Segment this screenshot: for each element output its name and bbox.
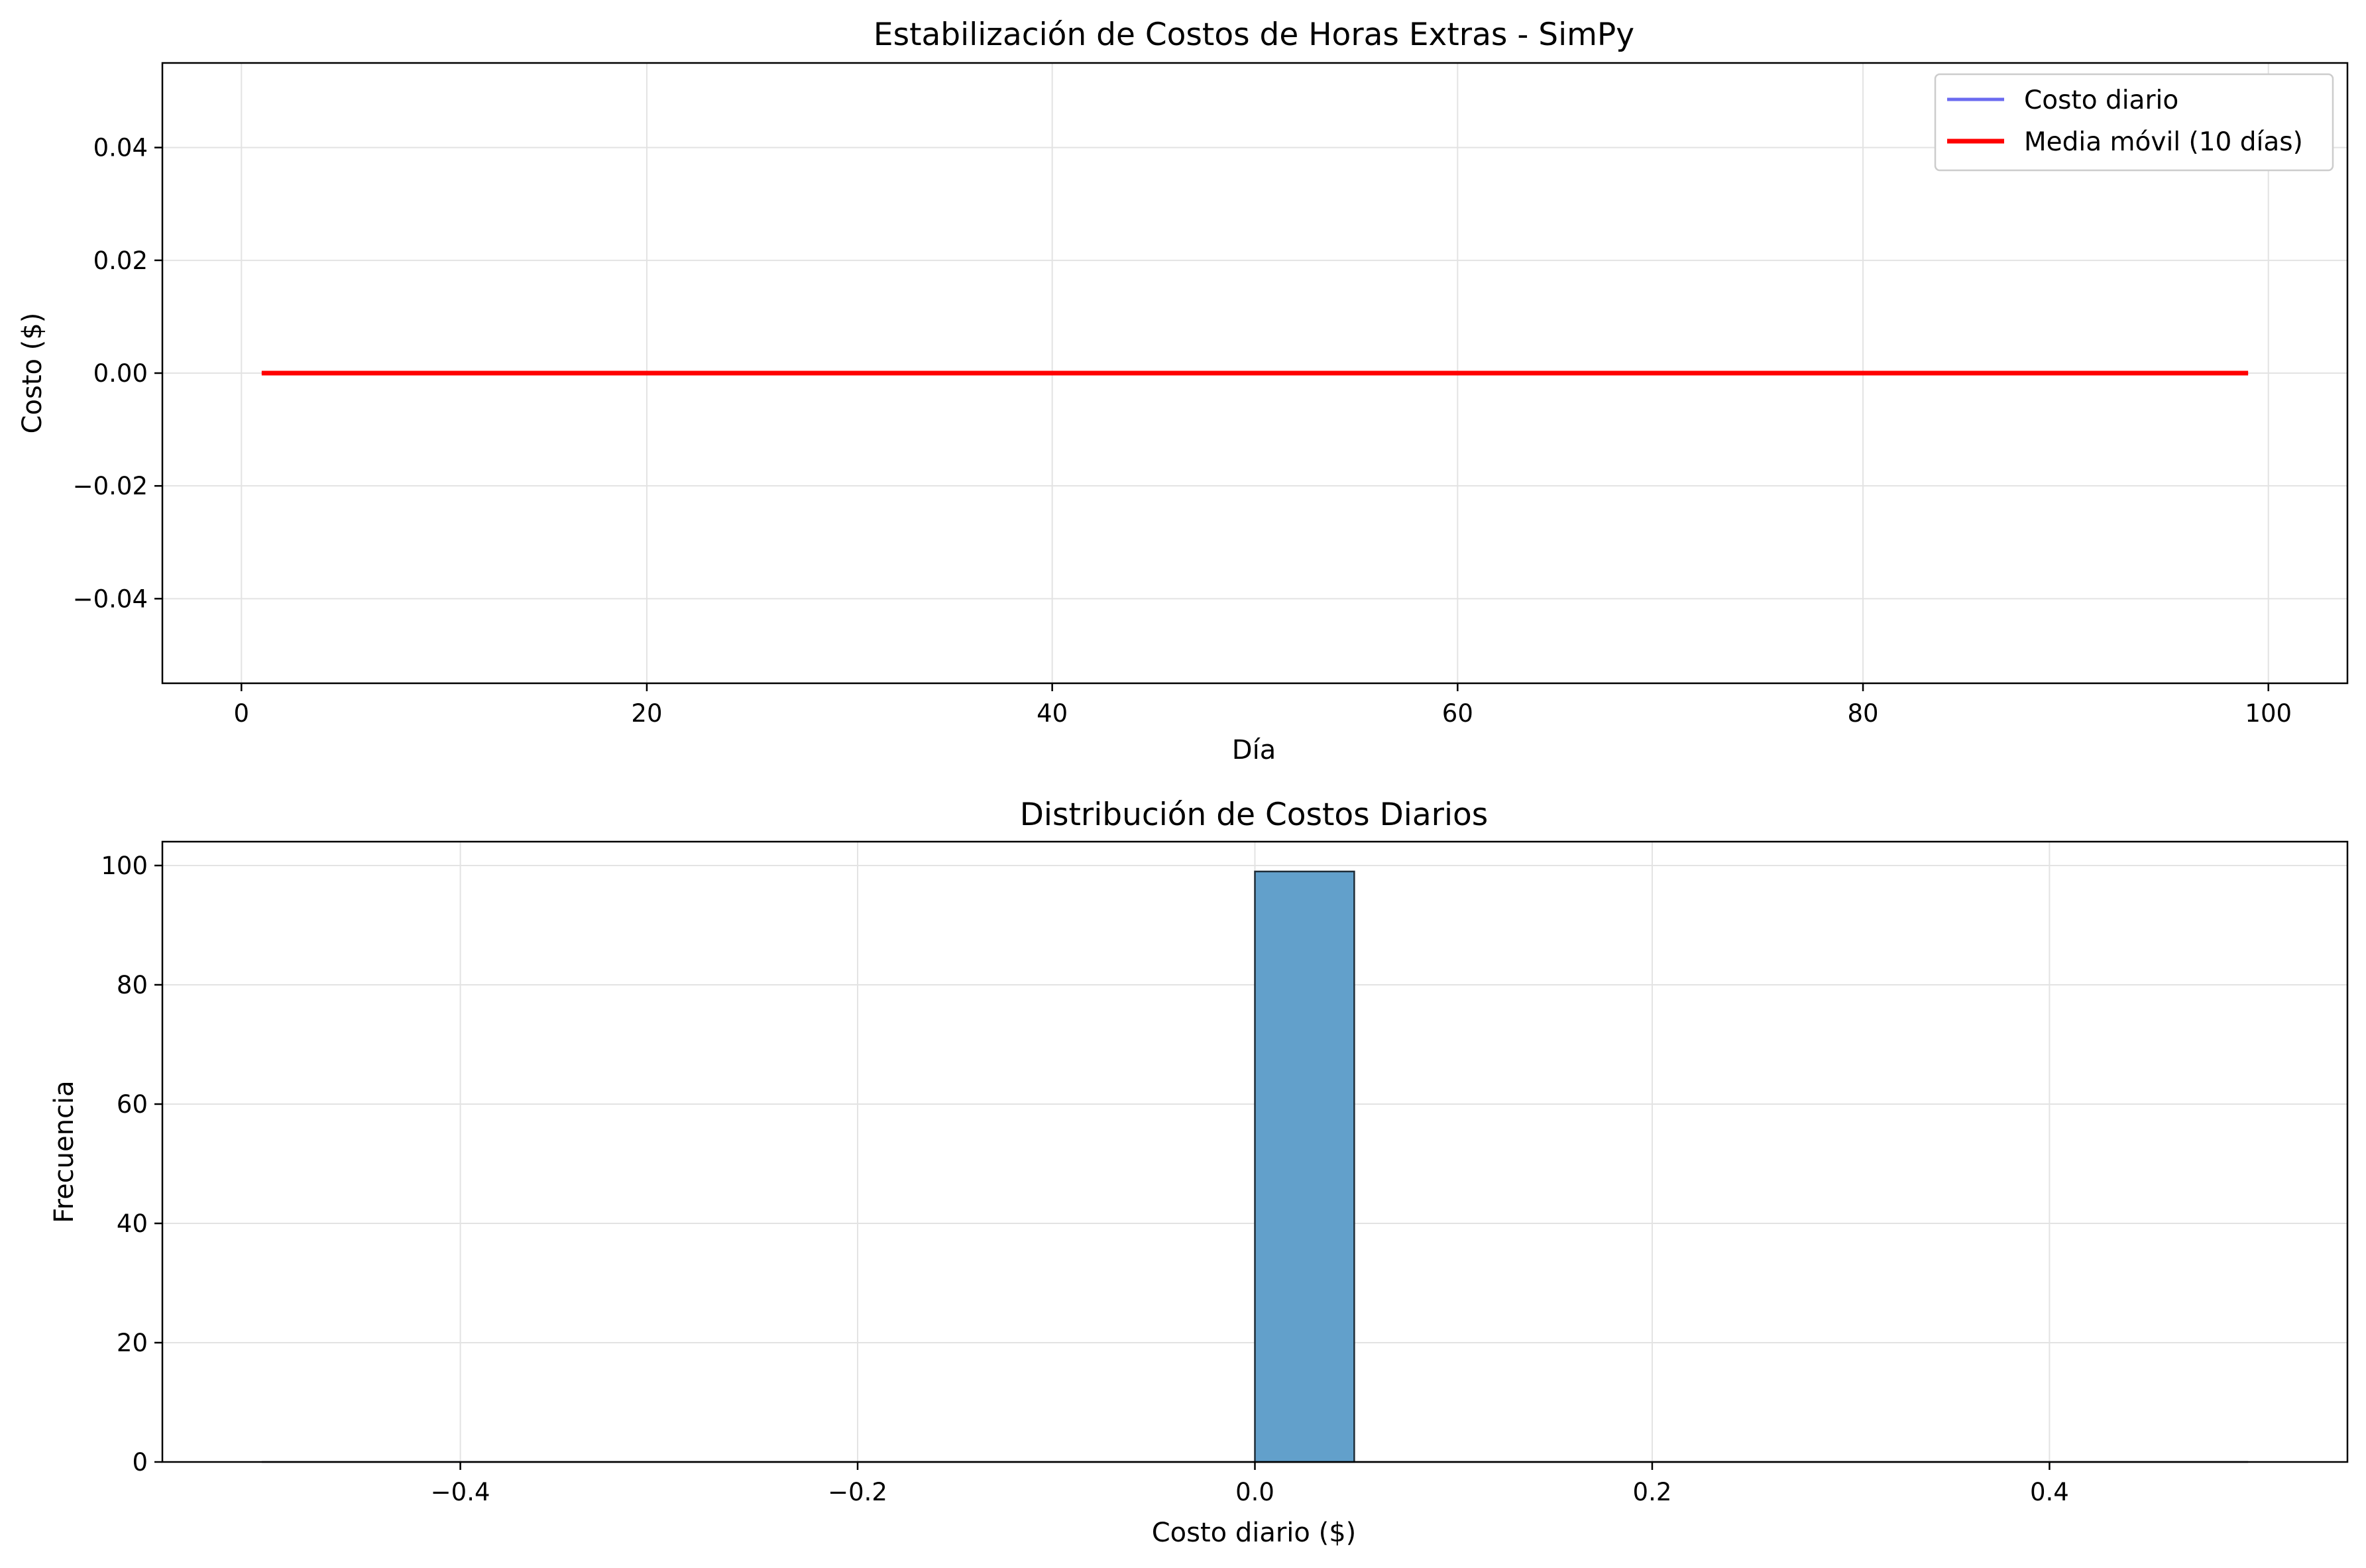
x-tick-label: 40 [1037, 699, 1068, 728]
x-tick-label: 0.0 [1235, 1478, 1274, 1506]
legend: Costo diario Media móvil (10 días) [1934, 73, 2334, 172]
x-tick-label: 80 [1847, 699, 1878, 728]
x-axis-label: Día [1232, 735, 1276, 765]
y-tick-label: 40 [117, 1209, 148, 1238]
x-tick-label: 0.2 [1633, 1478, 1672, 1506]
chart-title: Distribución de Costos Diarios [1020, 797, 1489, 833]
legend-label-media-movil: Media móvil (10 días) [2024, 127, 2303, 157]
y-axis-label: Frecuencia [49, 1080, 80, 1223]
legend-box [1934, 73, 2334, 172]
chart-title: Estabilización de Costos de Horas Extras… [873, 17, 1634, 53]
cost-stabilization-chart: Estabilización de Costos de Horas Extras… [17, 17, 2349, 765]
x-axis: 0 20 40 60 80 100 [234, 683, 2292, 728]
x-tick-label: 20 [631, 699, 662, 728]
y-tick-label: 100 [101, 852, 148, 880]
y-tick-label: 0.02 [93, 247, 148, 275]
y-tick-label: 80 [117, 971, 148, 999]
x-axis: −0.4 −0.2 0.0 0.2 0.4 [431, 1462, 2069, 1506]
x-tick-label: 0 [234, 699, 250, 728]
y-axis: −0.04 −0.02 0.00 0.02 0.04 [73, 134, 162, 613]
y-tick-label: −0.02 [73, 472, 148, 500]
histogram-bar [1254, 870, 1355, 1463]
cost-distribution-chart: Distribución de Costos Diarios −0.4 −0.2 0… [49, 797, 2349, 1548]
y-tick-label: −0.04 [73, 585, 148, 613]
legend-label-costo-diario: Costo diario [2024, 85, 2178, 115]
y-tick-label: 0 [132, 1448, 148, 1477]
x-tick-label: −0.2 [828, 1478, 887, 1506]
y-tick-label: 60 [117, 1090, 148, 1119]
y-axis-label: Costo ($) [17, 313, 48, 434]
x-tick-label: 100 [2245, 699, 2292, 728]
y-tick-label: 0.00 [93, 359, 148, 388]
x-tick-label: 60 [1442, 699, 1473, 728]
y-tick-label: 20 [117, 1329, 148, 1357]
x-axis-label: Costo diario ($) [1152, 1518, 1357, 1548]
y-axis: 0 20 40 60 80 100 [101, 852, 162, 1477]
x-tick-label: 0.4 [2030, 1478, 2069, 1506]
x-tick-label: −0.4 [431, 1478, 490, 1506]
y-tick-label: 0.04 [93, 134, 148, 162]
